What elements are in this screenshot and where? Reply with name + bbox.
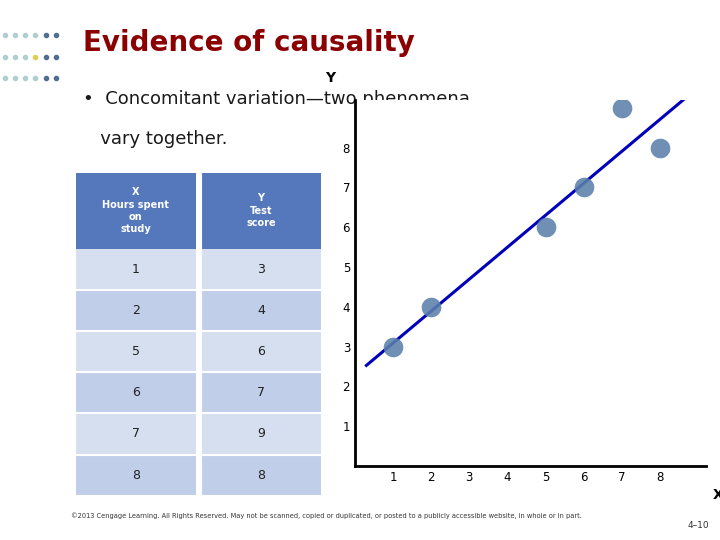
Text: ©2013 Cengage Learning. All Rights Reserved. May not be scanned, copied or dupli: ©2013 Cengage Learning. All Rights Reser… [71, 512, 582, 519]
FancyBboxPatch shape [201, 290, 321, 331]
Text: X: X [713, 488, 720, 502]
FancyBboxPatch shape [76, 455, 196, 496]
Text: Y: Y [325, 71, 336, 85]
FancyBboxPatch shape [76, 249, 196, 290]
FancyBboxPatch shape [201, 331, 321, 372]
FancyBboxPatch shape [201, 173, 321, 249]
Text: 4–10: 4–10 [688, 521, 709, 530]
FancyBboxPatch shape [201, 372, 321, 414]
Text: 1: 1 [132, 263, 140, 276]
FancyBboxPatch shape [76, 372, 196, 414]
Point [426, 302, 437, 311]
Text: 6: 6 [257, 345, 265, 358]
Point [540, 223, 552, 232]
FancyBboxPatch shape [76, 331, 196, 372]
FancyBboxPatch shape [76, 173, 196, 249]
Text: 7: 7 [132, 428, 140, 441]
Text: 3: 3 [257, 263, 265, 276]
Text: 8: 8 [132, 469, 140, 482]
Text: 2: 2 [132, 304, 140, 317]
FancyBboxPatch shape [76, 414, 196, 455]
Text: Y
Test
score: Y Test score [246, 193, 276, 228]
Text: 8: 8 [257, 469, 265, 482]
Point [578, 183, 590, 192]
FancyBboxPatch shape [201, 414, 321, 455]
Point [654, 143, 665, 152]
Text: 5: 5 [132, 345, 140, 358]
Text: vary together.: vary together. [83, 130, 228, 147]
Text: Evidence of causality: Evidence of causality [83, 29, 415, 57]
Text: 9: 9 [257, 428, 265, 441]
FancyBboxPatch shape [201, 455, 321, 496]
Text: 6: 6 [132, 386, 140, 399]
Text: X
Hours spent
on
study: X Hours spent on study [102, 187, 169, 234]
FancyBboxPatch shape [76, 290, 196, 331]
FancyBboxPatch shape [201, 249, 321, 290]
Text: 7: 7 [257, 386, 265, 399]
Point [387, 342, 399, 351]
Text: •  Concomitant variation—two phenomena: • Concomitant variation—two phenomena [83, 90, 470, 108]
Text: 4: 4 [257, 304, 265, 317]
Point [616, 104, 628, 112]
